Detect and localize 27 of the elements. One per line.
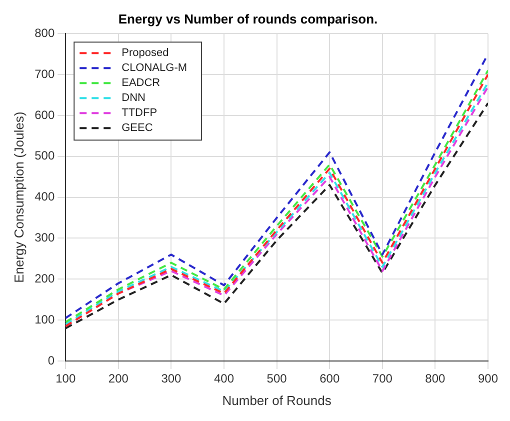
chart-title: Energy vs Number of rounds comparison. <box>118 11 378 26</box>
y-tick-label: 300 <box>34 230 55 245</box>
y-tick-label: 700 <box>34 66 55 81</box>
legend-label: DNN <box>122 92 146 104</box>
y-tick-label: 800 <box>34 26 55 40</box>
y-tick-label: 400 <box>34 190 55 204</box>
legend-label: TTDFP <box>122 107 158 120</box>
y-tick-label: 100 <box>34 312 55 326</box>
legend-label: CLONALG-M <box>122 62 188 74</box>
x-tick-label: 200 <box>108 372 129 386</box>
legend-label: EADCR <box>122 77 160 90</box>
legend-label: GEEC <box>122 122 153 134</box>
x-tick-label: 800 <box>425 372 446 386</box>
y-tick-label: 500 <box>34 148 55 163</box>
y-tick-label: 0 <box>48 353 55 368</box>
legend-label: Proposed <box>122 47 169 60</box>
y-tick-label: 200 <box>34 271 55 286</box>
x-axis-title: Number of Rounds <box>222 392 332 408</box>
y-axis-title: Energy Consumption (Joules) <box>11 112 26 283</box>
x-tick-label: 600 <box>320 372 340 386</box>
x-tick-label: 900 <box>478 372 498 386</box>
y-tick-label: 600 <box>34 108 55 122</box>
x-tick-label: 300 <box>161 372 182 386</box>
x-tick-label: 700 <box>372 372 393 386</box>
x-tick-label: 500 <box>266 372 288 386</box>
x-tick-label: 400 <box>214 372 234 386</box>
x-tick-label: 100 <box>56 372 76 386</box>
